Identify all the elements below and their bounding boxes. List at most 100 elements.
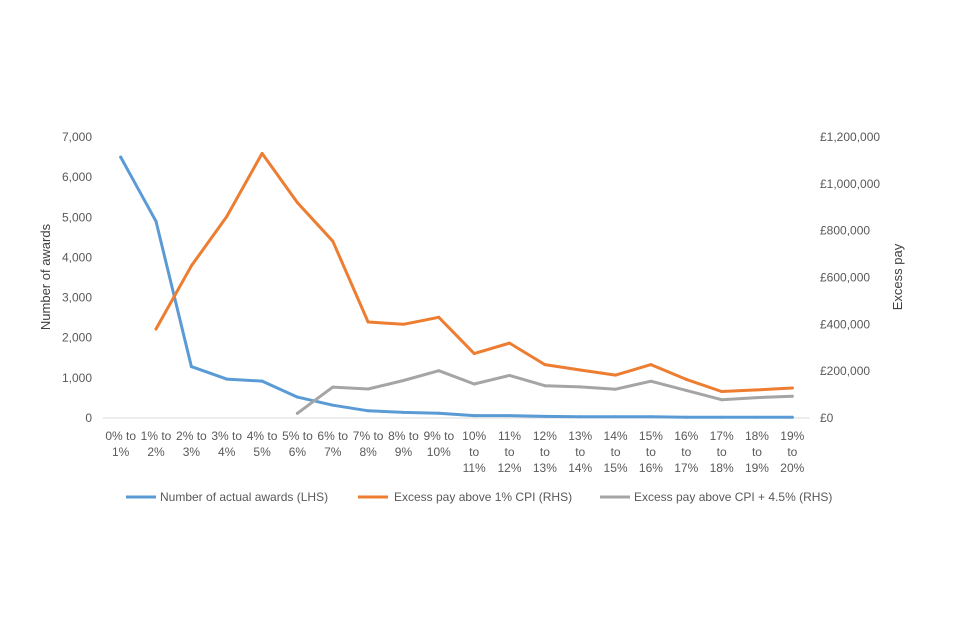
x-tick-label: 7% to 8% [353,429,384,459]
x-tick-label: 4% to 5% [247,429,278,459]
left-tick-label: 3,000 [62,291,92,305]
x-tick-label: 15% to 16% [639,429,663,475]
x-tick-label: 9% to 10% [423,429,454,459]
right-tick-label: £400,000 [820,317,870,331]
series-0-point [260,379,264,383]
x-tick-label: 16% to 17% [674,429,698,475]
series-0-point [366,409,370,413]
series-0-point [755,415,759,419]
right-tick-label: £1,000,000 [820,177,880,191]
series-0-point [508,414,511,418]
x-tick-label: 19% to 20% [780,429,804,475]
series-0-point [189,365,193,369]
series-2-point [790,394,794,398]
series-2-point [614,387,618,391]
right-axis-title: Excess pay [890,243,905,310]
series-1-point [472,352,476,356]
series-1-point [649,363,653,367]
series-1-point [755,388,759,392]
series-0-point [225,377,229,381]
left-tick-label: 6,000 [62,170,92,184]
series-0-point [119,155,123,159]
series-1-point [437,315,441,319]
x-tick-label: 12% to 13% [533,429,557,475]
series-2-point [295,411,299,415]
series-1-point [225,215,229,219]
series-0-point [614,415,618,419]
legend-item-excess-cpi45: Excess pay above CPI + 4.5% (RHS) [600,490,832,504]
left-axis: 0 1,000 2,000 3,000 4,000 5,000 6,000 7,000 [62,130,92,425]
series-0-point [578,415,582,419]
series-2-point [684,388,688,392]
series-0-point [649,415,653,419]
series-1-point [260,151,264,155]
series-0-point [684,415,688,419]
legend-item-awards: Number of actual awards (LHS) [126,490,328,504]
legend-label-excess-cpi45: Excess pay above CPI + 4.5% (RHS) [634,490,832,504]
series-1-point [331,239,335,243]
series-2-point [578,385,582,389]
series-1-point [189,264,193,268]
x-tick-label: 13% to 14% [568,429,592,475]
series-1-point [508,341,511,345]
series-layer [119,151,794,419]
series-1-point [366,320,370,324]
series-2-point [402,379,405,382]
series-0-point [437,411,441,415]
series-1-point [790,386,794,390]
x-tick-label: 6% to 7% [317,429,348,459]
x-axis: 0% to 1%1% to 2%2% to 3%3% to 4%4% to 5%5% to… [105,429,804,475]
right-tick-label: £200,000 [820,364,870,378]
x-tick-label: 2% to 3% [176,429,207,459]
series-0-point [472,414,476,418]
series-line-0 [119,155,794,419]
series-2-point [366,387,370,391]
series-1-point [720,390,724,393]
series-1-point [543,363,547,367]
series-0-point [790,415,794,419]
left-axis-title: Number of awards [38,223,53,330]
left-tick-label: 2,000 [62,331,92,345]
left-tick-label: 1,000 [62,371,92,385]
x-tick-label: 0% to 1% [105,429,136,459]
legend-item-excess-1pct: Excess pay above 1% CPI (RHS) [358,490,572,504]
series-0-point [720,415,724,419]
series-line-1 [154,151,794,393]
x-tick-label: 17% to 18% [710,429,734,475]
legend-label-excess-1pct: Excess pay above 1% CPI (RHS) [394,490,572,504]
series-0-point [543,414,547,418]
x-tick-label: 18% to 19% [745,429,769,475]
left-tick-label: 5,000 [62,210,92,224]
x-tick-label: 11% to 12% [498,429,522,475]
series-1-point [684,377,688,381]
right-tick-label: £0 [820,411,834,425]
right-tick-label: £600,000 [820,271,870,285]
series-0-point [295,395,299,399]
x-tick-label: 8% to 9% [388,429,419,459]
series-2-point [508,373,511,377]
series-0-point [154,219,158,223]
x-tick-label: 10% to 11% [462,429,486,475]
series-1-point [614,373,618,377]
right-tick-label: £800,000 [820,224,870,238]
series-2-point [720,398,724,402]
series-line-2 [295,369,794,415]
series-2-point [543,384,547,388]
x-tick-label: 14% to 15% [604,429,628,475]
x-tick-label: 5% to 6% [282,429,313,459]
series-1-point [295,201,299,205]
left-tick-label: 4,000 [62,250,92,264]
x-tick-label: 1% to 2% [141,429,172,459]
series-2-point [472,382,476,386]
series-1-point [154,327,158,331]
left-tick-label: 0 [85,411,92,425]
series-2-point [649,379,653,383]
series-0-point [402,410,405,414]
legend-label-awards: Number of actual awards (LHS) [160,490,328,504]
series-0-point [331,403,335,407]
legend: Number of actual awards (LHS) Excess pay… [126,490,832,504]
left-tick-label: 7,000 [62,130,92,144]
right-axis: £0 £200,000 £400,000 £600,000 £800,000 £1,000… [820,130,880,425]
series-1-point [402,322,405,326]
